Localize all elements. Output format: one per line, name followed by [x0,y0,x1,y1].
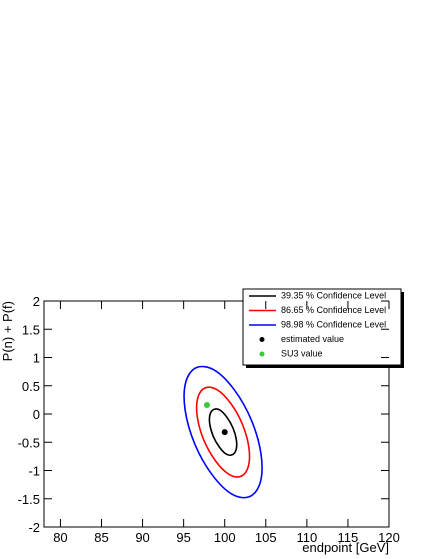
y-tick-label: 1.5 [22,322,40,337]
legend-marker [259,337,265,342]
x-tick-label: 80 [53,530,67,545]
x-tick-label: 120 [378,530,400,545]
y-tick-label: -1.5 [18,492,40,507]
x-tick-label: 105 [255,530,277,545]
y-tick-label: -2 [28,520,40,535]
y-tick-label: 0 [33,407,40,422]
point [221,429,228,436]
contour [208,408,238,456]
x-tick-label: 85 [94,530,108,545]
y-axis-label: P(n) + P(f) [0,301,15,361]
y-tick-label: 0.5 [22,379,40,394]
contour [183,365,263,499]
x-tick-label: 95 [176,530,190,545]
x-tick-label: 115 [338,530,359,545]
x-tick-label: 110 [296,530,317,545]
point [203,401,210,408]
legend: 39.35 % Confidence Level 86.65 % Confiden… [242,288,404,368]
x-axis-label: endpoint [GeV] [302,540,389,555]
x-tick-label: 100 [214,530,236,545]
legend-label: SU3 value [281,348,323,358]
legend-label: 98.98 % Confidence Level [281,319,386,329]
contour [195,386,251,478]
legend-box [242,288,402,366]
x-tick-label: 90 [135,530,149,545]
y-tick-label: -0.5 [18,435,40,450]
legend-marker [259,351,265,357]
legend-label: 39.35 % Confidence Level [281,290,386,300]
y-tick-label: 2 [33,294,40,309]
y-tick-label: -1 [28,464,40,479]
y-tick-label: 1 [33,351,40,366]
legend-label: estimated value [281,334,344,344]
legend-label: 86.65 % Confidence Level [281,305,386,315]
